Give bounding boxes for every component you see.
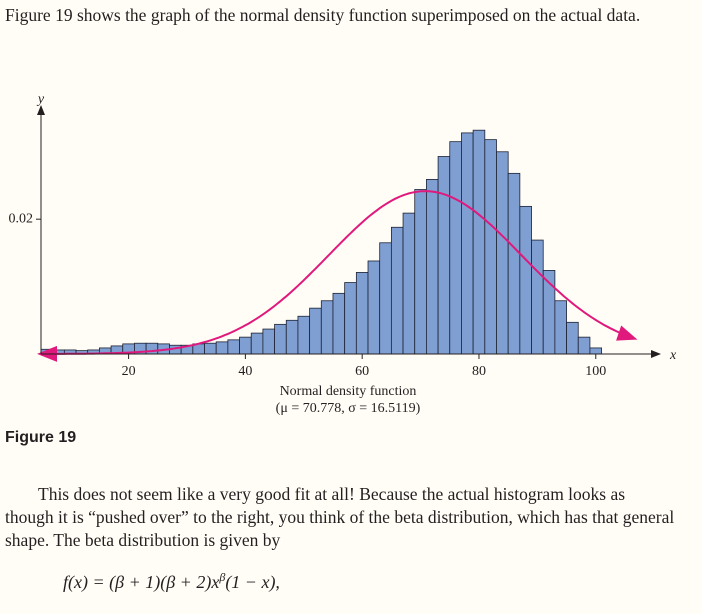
bar (484, 139, 497, 355)
bar (414, 189, 427, 355)
bar (554, 300, 567, 355)
y-tick-label: 0.02 (9, 211, 34, 226)
bar (531, 239, 544, 355)
x-tick-label: 100 (585, 364, 606, 379)
bar (274, 323, 287, 355)
bar (402, 212, 416, 355)
x-tick-label: 60 (355, 364, 369, 379)
bar (355, 272, 369, 355)
formula-sup: β (219, 570, 226, 584)
bar (332, 292, 346, 355)
bar (449, 141, 462, 355)
x-tick-label: 20 (122, 364, 136, 379)
chart: y x Normal density function (μ = 70.778,… (9, 92, 678, 416)
caption: Figure 19 (5, 429, 77, 446)
bar (215, 341, 229, 355)
bar (379, 242, 392, 355)
bar (390, 226, 404, 355)
body: This does not seem like a very good fit … (5, 484, 675, 550)
bar (320, 300, 334, 355)
bar (367, 260, 381, 355)
x-axis-label: x (669, 348, 677, 363)
bar (461, 132, 474, 355)
formula: f(x) = (β + 1)(β + 2)xβ(1 − x), (63, 566, 280, 594)
formula-main: f(x) = (β + 1)(β + 2)x (63, 572, 220, 592)
bar (250, 332, 264, 355)
bar (566, 321, 579, 355)
x-tick-label: 80 (472, 364, 486, 379)
formula-tail: (1 − x), (225, 572, 280, 592)
bar (472, 129, 486, 355)
bar (309, 307, 322, 355)
bar (437, 156, 451, 355)
x-tick-label: 40 (238, 364, 252, 379)
bar (239, 336, 252, 355)
bar (344, 282, 357, 355)
y-axis-label: y (36, 92, 45, 107)
bar (426, 179, 439, 355)
bar (496, 151, 509, 355)
bar (145, 342, 159, 355)
bar (262, 328, 275, 355)
curve-label: Normal density function (280, 384, 417, 399)
bar (285, 319, 299, 355)
intro: Figure 19 shows the graph of the normal … (5, 5, 641, 25)
bar (589, 347, 603, 355)
bar (297, 315, 311, 355)
normal-curve (37, 190, 638, 362)
bar (227, 339, 240, 355)
bar (519, 205, 532, 355)
bar (204, 342, 217, 355)
bar (577, 336, 591, 355)
curve-params: (μ = 70.778, σ = 16.5119) (276, 401, 421, 416)
bar (507, 172, 521, 355)
